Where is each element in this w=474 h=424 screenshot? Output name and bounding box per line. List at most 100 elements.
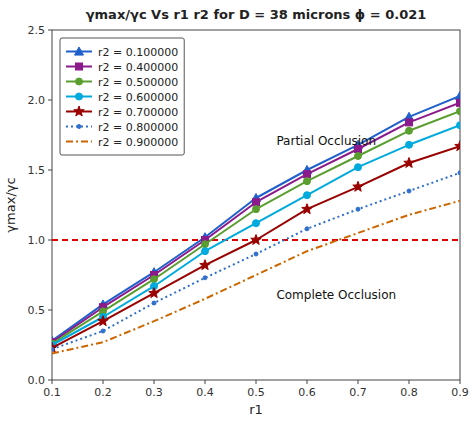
legend-label: r2 = 0.700000 [98,106,178,119]
series [52,91,460,344]
marker [406,127,413,134]
marker [457,108,461,115]
series-line [52,201,460,354]
plot-frame [52,30,460,380]
y-tick-label: 1.5 [28,164,46,177]
x-tick-label: 0.9 [451,386,469,399]
series [52,122,460,349]
y-tick-label: 0.0 [28,374,46,387]
marker [304,178,311,185]
marker [253,206,260,213]
marker [52,347,54,351]
x-tick [52,380,53,384]
marker [457,122,461,129]
x-tick [460,380,461,384]
x-tick [205,380,206,384]
series-line [52,125,460,345]
legend-marker [77,125,81,129]
y-tick [48,30,52,31]
legend-marker [76,78,83,85]
series-line [52,173,460,349]
marker [455,141,460,151]
plot-area [52,91,460,353]
legend-swatch [66,141,92,143]
marker [98,316,108,326]
x-tick-label: 0.5 [247,386,265,399]
marker [458,171,460,175]
x-tick [409,380,410,384]
x-tick-label: 0.7 [349,386,367,399]
y-tick [48,380,52,381]
series-line [52,111,460,343]
x-tick-label: 0.3 [145,386,163,399]
legend-item: r2 = 0.900000 [66,136,178,149]
marker [200,260,210,270]
series [52,99,460,345]
x-tick-label: 0.6 [298,386,316,399]
marker [152,301,156,305]
legend-item: r2 = 0.500000 [66,76,178,89]
marker [203,276,207,280]
marker [151,276,158,283]
marker [305,227,309,231]
marker [149,288,159,298]
marker [353,181,363,191]
marker [302,204,312,214]
legend-item: r2 = 0.800000 [66,121,178,134]
series [52,108,460,347]
marker [456,91,461,99]
marker [406,141,413,148]
series [52,171,460,351]
legend-item: r2 = 0.100000 [66,46,178,59]
x-tick-label: 0.2 [94,386,112,399]
series-line [52,146,460,348]
legend-label: r2 = 0.500000 [98,76,178,89]
x-tick [256,380,257,384]
series-line [52,103,460,342]
chart: 0.1 0.2 0.3 0.4 0.5 0.6 0.7 0.8 0.9 0.0 0.5 1.0 1.5 2… [0,0,474,424]
axes: 0.1 0.2 0.3 0.4 0.5 0.6 0.7 0.8 0.9 0.0 0.5 1.0 1.5 2… [28,24,469,399]
x-tick [358,380,359,384]
title: γmax/γc Vs r1 r2 for D = 38 microns ϕ = … [86,7,427,22]
marker [304,171,311,178]
y-tick-label: 1.0 [28,234,46,247]
x-tick-label: 0.8 [400,386,418,399]
legend-item: r2 = 0.700000 [66,106,178,119]
x-axis-label: r1 [249,402,263,417]
marker [355,164,362,171]
series [52,141,460,353]
marker [457,99,461,106]
y-axis-label: γmax/γc [3,177,18,232]
marker [52,342,57,352]
legend-marker [76,63,83,70]
marker [355,153,362,160]
marker [251,235,261,245]
legend-box [60,38,184,155]
marker [304,192,311,199]
x-tick [103,380,104,384]
marker [101,329,105,333]
legend-item: r2 = 0.400000 [66,61,178,74]
y-tick-label: 2.5 [28,24,46,37]
y-tick-label: 2.0 [28,94,46,107]
x-tick [154,380,155,384]
marker [202,241,209,248]
x-tick-label: 0.1 [43,386,61,399]
legend-label: r2 = 0.800000 [98,121,178,134]
marker [404,158,414,168]
marker [406,119,413,126]
marker [407,189,411,193]
legend-label: r2 = 0.900000 [98,136,178,149]
legend-marker [74,106,84,116]
legend-label: r2 = 0.100000 [98,46,178,59]
marker [254,252,258,256]
x-tick-label: 0.4 [196,386,214,399]
y-tick [48,170,52,171]
y-tick-label: 0.5 [28,304,46,317]
marker [253,199,260,206]
y-tick [48,240,52,241]
legend-marker [75,47,84,55]
marker [253,220,260,227]
legend-label: r2 = 0.600000 [98,91,178,104]
annotation: Partial Occlusion [276,134,376,148]
